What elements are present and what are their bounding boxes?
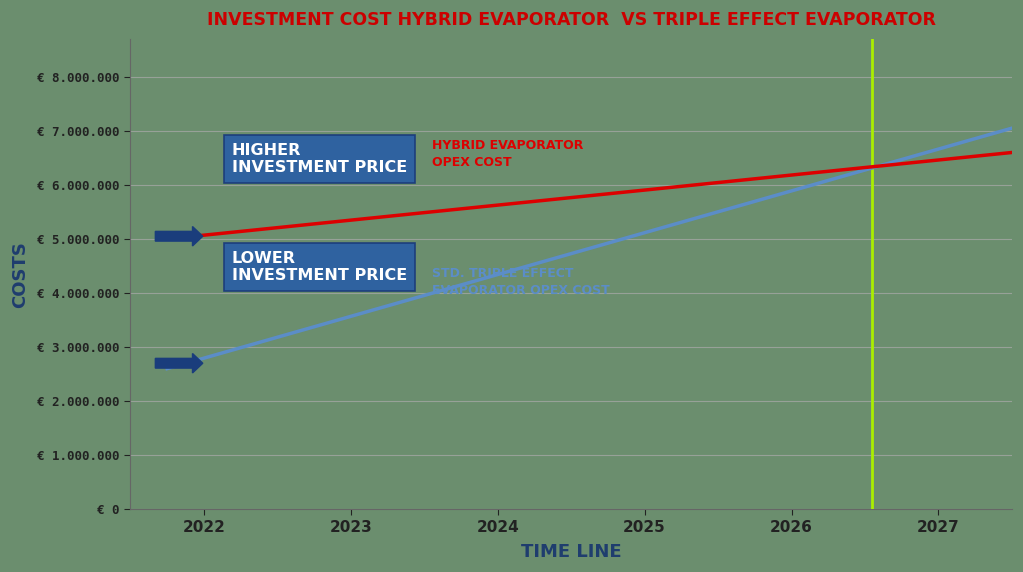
Y-axis label: COSTS: COSTS	[11, 241, 29, 308]
FancyArrow shape	[155, 353, 203, 373]
X-axis label: TIME LINE: TIME LINE	[521, 543, 621, 561]
Text: LOWER
INVESTMENT PRICE: LOWER INVESTMENT PRICE	[232, 251, 407, 283]
Title: INVESTMENT COST HYBRID EVAPORATOR  VS TRIPLE EFFECT EVAPORATOR: INVESTMENT COST HYBRID EVAPORATOR VS TRI…	[207, 11, 936, 29]
Text: HIGHER
INVESTMENT PRICE: HIGHER INVESTMENT PRICE	[232, 142, 407, 175]
Text: HYBRID EVAPORATOR
OPEX COST: HYBRID EVAPORATOR OPEX COST	[432, 139, 583, 169]
FancyArrow shape	[155, 227, 203, 246]
Text: STD. TRIPLE EFFECT
EVAPORATOR OPEX COST: STD. TRIPLE EFFECT EVAPORATOR OPEX COST	[432, 267, 610, 297]
